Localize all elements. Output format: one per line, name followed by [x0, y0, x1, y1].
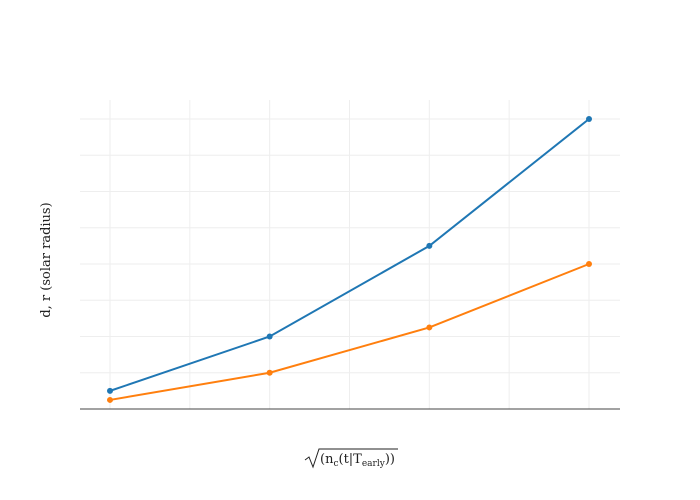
data-point — [266, 333, 273, 340]
data-point — [586, 261, 592, 267]
data-point — [107, 387, 113, 394]
data-point — [426, 242, 433, 249]
data-point — [107, 396, 113, 403]
series-line — [109, 118, 590, 392]
series-2 — [107, 261, 592, 403]
series-1 — [107, 116, 592, 394]
data-point — [586, 116, 592, 122]
grid-layer — [80, 100, 620, 409]
series-layer — [107, 116, 592, 403]
y-axis-label: d, r (solar radius) — [39, 202, 54, 317]
radical-sign-icon — [304, 448, 398, 469]
data-point — [426, 324, 433, 331]
x-axis-label: (nc(t|Tearly)) — [304, 448, 398, 469]
series-line — [109, 263, 590, 401]
data-point — [266, 369, 273, 376]
x-axis-label-expression: (nc(t|Tearly)) — [320, 452, 395, 469]
